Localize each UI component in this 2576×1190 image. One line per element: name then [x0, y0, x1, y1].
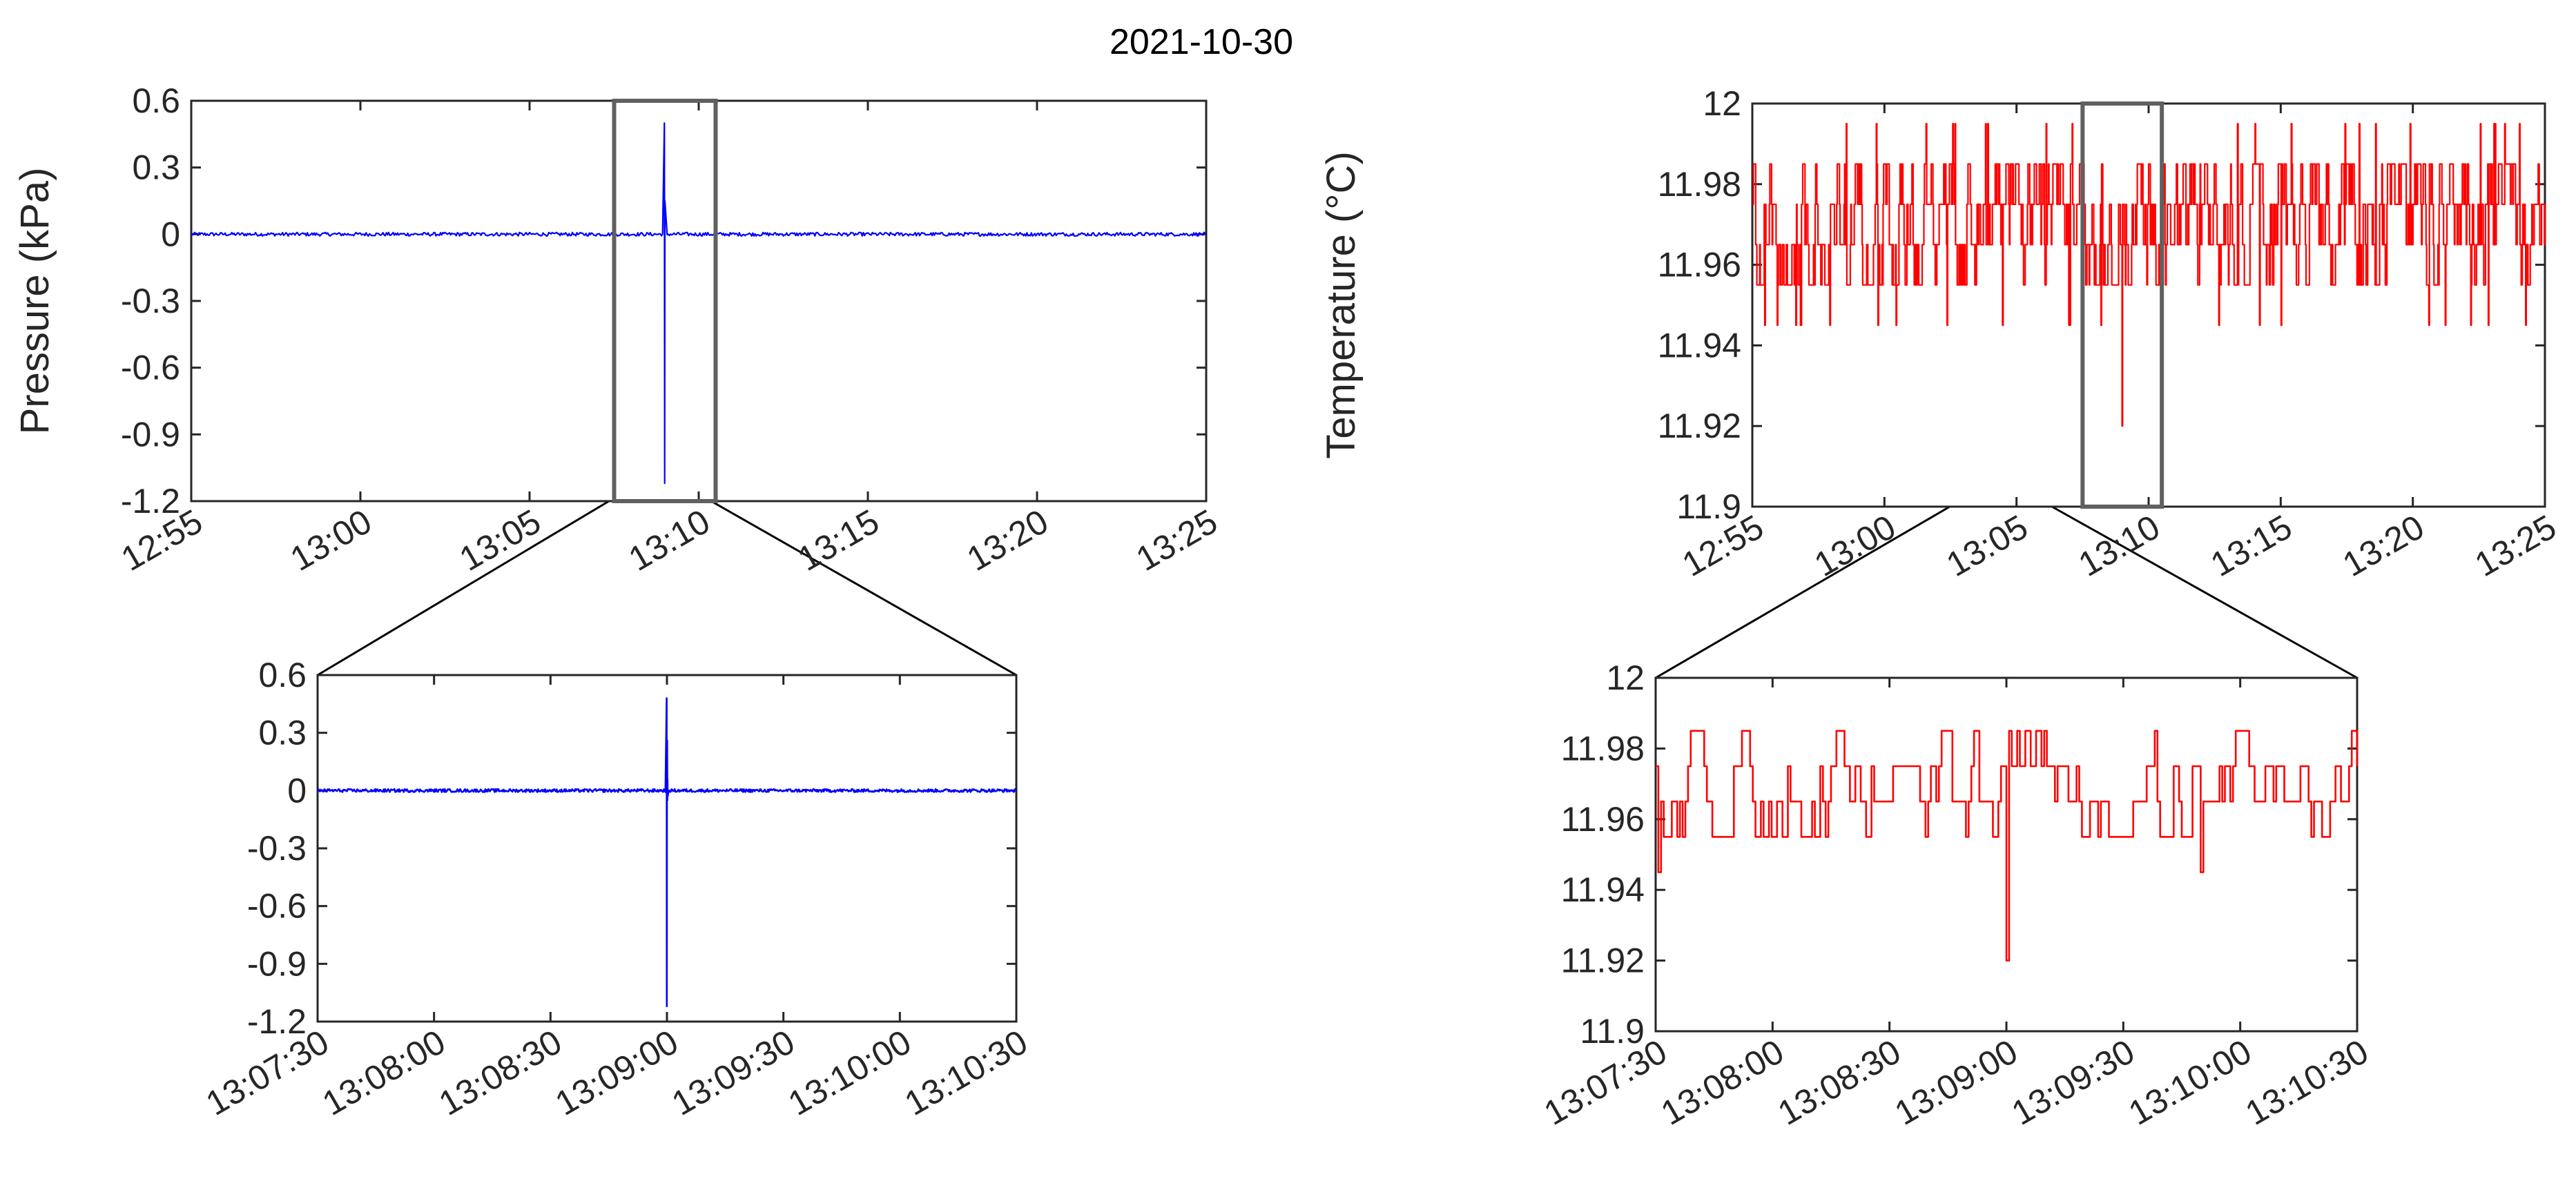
zoom-window-box	[612, 99, 718, 503]
y-axis-label: Pressure (kPa)	[12, 168, 57, 435]
x-tick-label: 13:10	[2072, 507, 2166, 584]
x-tick-label: 13:09:00	[549, 1022, 685, 1123]
y-tick-label: -0.6	[121, 349, 180, 387]
x-tick-label: 13:20	[960, 502, 1054, 578]
x-tick-label: 13:08:00	[1654, 1032, 1790, 1133]
y-axis-label: Temperature (°C)	[1319, 151, 1364, 458]
x-tick-label: 13:15	[2204, 507, 2298, 584]
x-tick-label: 13:00	[284, 502, 378, 578]
y-tick-label: 11.92	[1658, 407, 1741, 445]
x-tick-label: 13:25	[2468, 507, 2562, 584]
y-tick-label: -0.9	[121, 415, 180, 453]
x-tick-label: 13:10:30	[2239, 1032, 2375, 1133]
y-tick-label: 12	[1606, 659, 1645, 697]
y-tick-label: 0.6	[132, 81, 180, 120]
y-tick-label: 0	[161, 215, 180, 253]
y-tick-label: -0.9	[247, 944, 307, 983]
x-tick-label: 13:00	[1808, 507, 1901, 584]
y-tick-label: 11.9	[1580, 1012, 1645, 1051]
series-line	[1752, 123, 2546, 427]
y-tick-label: 11.94	[1658, 326, 1741, 364]
pressure-connector-left	[317, 500, 610, 676]
x-tick-label: 13:20	[2336, 507, 2430, 584]
temperature-connector-left	[1655, 505, 1950, 679]
temperature-zoom-chart: 1211.9811.9611.9411.9211.913:07:3013:08:…	[1538, 659, 2375, 1133]
y-tick-label: 11.98	[1658, 165, 1741, 204]
y-tick-label: 11.96	[1561, 800, 1645, 839]
y-tick-label: 11.98	[1561, 729, 1645, 768]
series-line	[316, 697, 1017, 1007]
y-tick-label: -0.3	[121, 282, 180, 320]
x-tick-label: 13:08:00	[316, 1022, 452, 1123]
y-tick-label: 11.92	[1561, 942, 1645, 980]
x-tick-label: 13:10:00	[782, 1022, 918, 1123]
x-tick-label: 13:25	[1130, 502, 1223, 578]
x-tick-label: 13:15	[791, 502, 885, 578]
y-tick-label: 0.6	[258, 656, 307, 694]
zoom-connectors	[317, 500, 2358, 679]
x-tick-label: 13:08:30	[432, 1022, 568, 1123]
x-tick-label: 13:05	[1940, 507, 2034, 584]
y-tick-label: 0.3	[132, 148, 180, 187]
y-tick-label: -1.2	[121, 482, 180, 520]
y-tick-label: -0.6	[247, 887, 307, 926]
y-tick-label: 12	[1703, 84, 1741, 123]
plot-area	[190, 99, 1208, 503]
x-tick-label: 13:09:30	[2005, 1032, 2141, 1133]
figure-title: 2021-10-30	[1110, 22, 1293, 62]
y-tick-label: 11.96	[1658, 246, 1741, 284]
series-line	[1656, 730, 2359, 962]
pressure-zoom-chart: 0.60.30-0.3-0.6-0.9-1.213:07:3013:08:001…	[200, 656, 1034, 1123]
pressure-connector-right	[710, 500, 1017, 676]
x-tick-label: 13:09:30	[666, 1022, 802, 1123]
y-tick-label: 11.94	[1561, 870, 1645, 909]
temperature-connector-right	[2051, 505, 2358, 679]
x-tick-label: 13:10	[622, 502, 716, 578]
x-tick-label: 13:09:00	[1888, 1032, 2024, 1133]
x-tick-label: 13:08:30	[1772, 1032, 1908, 1133]
y-tick-label: 11.9	[1676, 487, 1741, 526]
pressure-overview-chart: 0.60.30-0.3-0.6-0.9-1.212:55 13:00 13:05 13…	[12, 81, 1224, 578]
series-line	[191, 122, 1207, 485]
zoom-window-box	[2080, 101, 2165, 509]
y-tick-label: -1.2	[247, 1002, 307, 1041]
x-tick-label: 13:10:00	[2122, 1032, 2258, 1133]
x-tick-label: 13:10:30	[898, 1022, 1034, 1123]
y-tick-label: 0.3	[258, 714, 307, 752]
y-tick-label: -0.3	[247, 829, 307, 868]
y-tick-label: 0	[287, 771, 307, 810]
